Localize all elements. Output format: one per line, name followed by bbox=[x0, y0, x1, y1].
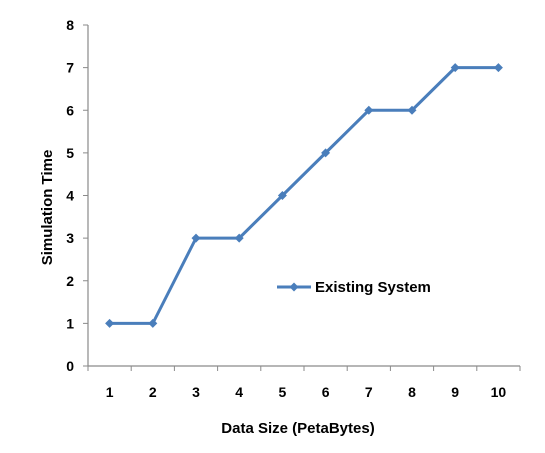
series-layer bbox=[105, 63, 503, 328]
x-tick-label: 5 bbox=[279, 384, 287, 400]
x-tick-label: 4 bbox=[235, 384, 243, 400]
x-tick-label: 8 bbox=[408, 384, 416, 400]
y-tick-label: 7 bbox=[66, 60, 74, 76]
data-point-marker bbox=[493, 63, 503, 73]
data-point-marker bbox=[321, 148, 331, 158]
data-point-marker bbox=[277, 191, 287, 200]
legend-marker-swatch bbox=[289, 282, 299, 292]
x-tick-label: 10 bbox=[491, 384, 507, 400]
y-tick-label: 1 bbox=[66, 315, 74, 331]
data-point-marker bbox=[407, 105, 417, 115]
legend: Existing System bbox=[277, 279, 431, 296]
data-point-marker bbox=[148, 318, 158, 328]
x-tick-label: 3 bbox=[192, 384, 200, 400]
y-axis-title: Simulation Time bbox=[39, 150, 56, 266]
x-tick-label: 2 bbox=[149, 384, 157, 400]
data-point-marker bbox=[364, 105, 374, 115]
y-tick-label: 0 bbox=[66, 358, 74, 374]
x-tick-label: 7 bbox=[365, 384, 373, 400]
legend-label: Existing System bbox=[315, 279, 431, 296]
x-tick-label: 1 bbox=[106, 384, 114, 400]
data-point-marker bbox=[234, 233, 244, 243]
y-tick-label: 6 bbox=[66, 102, 74, 118]
y-tick-label: 8 bbox=[66, 17, 74, 33]
y-tick-label: 4 bbox=[66, 188, 74, 204]
x-axis: 1 2 3 4 5 6 7 8 9 10 bbox=[87, 365, 521, 400]
y-tick-label: 2 bbox=[66, 273, 74, 289]
y-axis: 0 1 2 3 4 5 6 7 8 bbox=[66, 17, 89, 374]
data-point-marker bbox=[191, 233, 201, 243]
y-tick-label: 5 bbox=[66, 145, 74, 161]
x-axis-title: Data Size (PetaBytes) bbox=[221, 420, 374, 437]
y-tick-label: 3 bbox=[66, 230, 74, 246]
data-point-marker bbox=[450, 63, 460, 73]
series-line-existing-system bbox=[109, 66, 499, 325]
x-tick-label: 9 bbox=[451, 384, 459, 400]
x-tick-label: 6 bbox=[322, 384, 330, 400]
data-point-marker bbox=[105, 318, 115, 328]
